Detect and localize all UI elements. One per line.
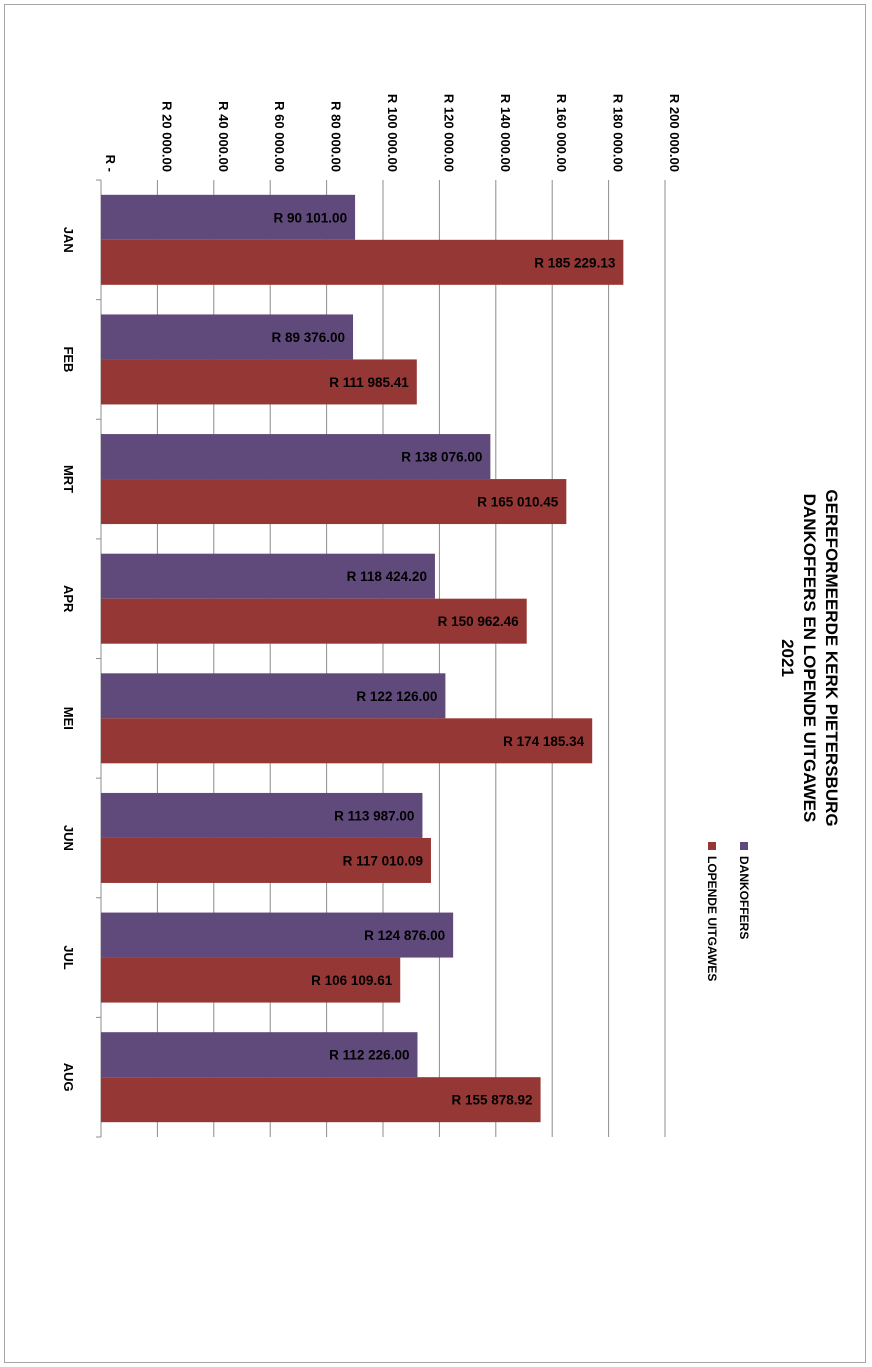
value-axis-ticks: R - R 20 000.00 R 40 000.00 R 60 000.00 R 80… (103, 94, 682, 172)
data-label: R 118 424.20 (347, 569, 427, 584)
legend-swatch (740, 842, 748, 850)
bar-dankoffers-feb (101, 314, 354, 360)
category-label: JUL (61, 945, 76, 970)
value-tick-label: R 120 000.00 (441, 94, 456, 172)
data-label: R 174 185.34 (503, 734, 585, 749)
data-label: R 150 962.46 (438, 614, 520, 629)
chart-title-line: DANKOFFERS EN LOPENDE UITGAWES (800, 494, 819, 823)
value-tick-label: R 60 000.00 (272, 101, 287, 172)
bar-dankoffers-aug (101, 1032, 418, 1078)
bar-lopende-uitgawes-jul (101, 957, 401, 1003)
legend: DANKOFFERS LOPENDE UITGAWES (705, 842, 751, 981)
legend-label: LOPENDE UITGAWES (705, 856, 719, 981)
data-labels: R 90 101.00 R 185 229.13 R 89 376.00 R 111 … (271, 210, 615, 1107)
bar-lopende-uitgawes-mrt (101, 479, 567, 525)
bar-dankoffers-mei (101, 673, 446, 719)
data-label: R 185 229.13 (534, 255, 616, 270)
value-tick-label: R 20 000.00 (159, 101, 174, 172)
data-label: R 124 876.00 (364, 928, 445, 943)
chart-title-line: GEREFORMEERDE KERK PIETERSBURG (822, 489, 841, 826)
bar-lopende-uitgawes-jun (101, 837, 431, 883)
bar-dankoffers-jun (101, 792, 423, 838)
data-label: R 165 010.45 (477, 495, 559, 510)
bars (101, 194, 624, 1123)
legend-swatch (708, 842, 716, 850)
bar-dankoffers-jan (101, 194, 356, 240)
data-label: R 155 878.92 (452, 1093, 533, 1108)
category-label: AUG (61, 1063, 76, 1092)
category-axis: JAN FEB MRT APR MEI JUN JUL AUG (61, 179, 101, 1138)
value-tick-label: R 100 000.00 (385, 94, 400, 172)
bar-lopende-uitgawes-aug (101, 1077, 541, 1123)
bar-lopende-uitgawes-jan (101, 239, 624, 285)
bar-dankoffers-mrt (101, 434, 491, 480)
bar-lopende-uitgawes-mei (101, 718, 593, 764)
value-tick-label: R - (103, 155, 118, 172)
category-label: JUN (61, 825, 76, 851)
value-tick-label: R 40 000.00 (216, 101, 231, 172)
value-tick-label: R 80 000.00 (329, 101, 344, 172)
data-label: R 89 376.00 (271, 330, 345, 345)
bar-lopende-uitgawes-apr (101, 598, 527, 644)
value-tick-label: R 200 000.00 (667, 94, 682, 172)
data-label: R 112 226.00 (329, 1048, 409, 1063)
data-label: R 111 985.41 (329, 375, 409, 390)
bar-lopende-uitgawes-feb (101, 359, 417, 405)
data-label: R 138 076.00 (401, 450, 482, 465)
data-label: R 122 126.00 (356, 689, 437, 704)
value-tick-label: R 180 000.00 (611, 94, 626, 172)
legend-label: DANKOFFERS (737, 856, 751, 939)
chart-title: GEREFORMEERDE KERK PIETERSBURGDANKOFFERS… (778, 489, 841, 826)
value-tick-label: R 160 000.00 (554, 94, 569, 172)
bar-dankoffers-jul (101, 912, 454, 958)
category-label: MEI (61, 707, 76, 730)
data-label: R 117 010.09 (343, 853, 423, 868)
data-label: R 106 109.61 (311, 973, 393, 988)
category-label: MRT (61, 465, 76, 493)
chart-frame (4, 4, 866, 1363)
data-label: R 113 987.00 (334, 808, 414, 823)
category-label: APR (61, 585, 76, 613)
chart-title-line: 2021 (778, 639, 797, 677)
data-label: R 90 101.00 (274, 210, 348, 225)
value-tick-label: R 140 000.00 (498, 94, 513, 172)
bar-dankoffers-apr (101, 553, 435, 599)
category-label: JAN (61, 227, 76, 253)
category-label: FEB (61, 346, 76, 372)
